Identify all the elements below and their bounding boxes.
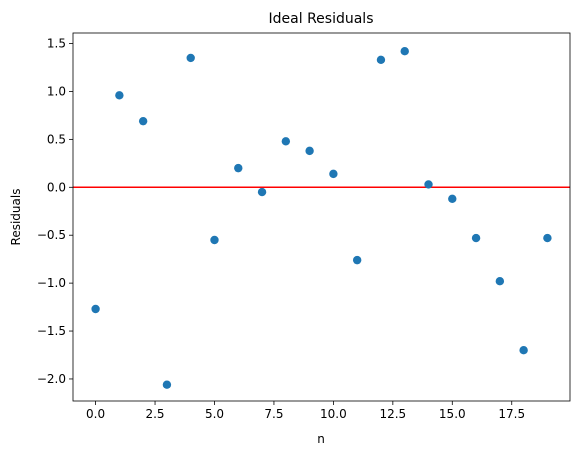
data-point (91, 304, 100, 314)
y-tick-label: −0.5 (37, 228, 66, 242)
plot-frame (72, 32, 571, 402)
y-tick-label: 0.5 (47, 132, 66, 146)
data-point (186, 53, 195, 63)
y-tick-label: −1.5 (37, 324, 66, 338)
y-tick-label: 1.5 (47, 37, 66, 51)
x-tick-label: 12.5 (379, 407, 406, 421)
data-point (138, 116, 148, 126)
data-point (210, 235, 219, 245)
y-tick-label: 1.0 (47, 84, 66, 98)
data-point (471, 233, 481, 243)
data-point (519, 346, 528, 355)
data-point (305, 146, 314, 156)
y-tick-label: −1.0 (37, 276, 66, 290)
x-tick-label: 17.5 (498, 407, 525, 421)
data-point (162, 380, 172, 389)
data-point (495, 277, 505, 286)
data-point (400, 47, 409, 56)
x-tick-label: 10.0 (320, 407, 347, 421)
x-tick-label: 15.0 (439, 407, 466, 421)
chart-title: Ideal Residuals (269, 11, 374, 27)
y-axis-label: Residuals (9, 189, 23, 246)
data-point (115, 91, 124, 100)
data-point (281, 137, 291, 146)
data-point (234, 163, 243, 173)
data-point (448, 194, 457, 203)
x-tick-label: 0.0 (86, 407, 105, 421)
data-point (424, 180, 433, 189)
y-tick-label: 0.0 (47, 180, 66, 194)
x-tick-label: 7.5 (264, 407, 283, 421)
data-point (329, 169, 338, 179)
y-tick-label: −2.0 (37, 372, 66, 386)
data-point (352, 255, 362, 265)
x-tick-label: 2.5 (145, 407, 164, 421)
data-point (376, 55, 386, 65)
x-tick-label: 5.0 (205, 407, 224, 421)
data-point (543, 233, 552, 243)
plot-area: 0.0 2.5 5.0 7.5 10.0 12.5 15.0 17.5 −2.0 −1.5 −1.0… (37, 32, 571, 421)
x-axis-label: n (317, 432, 325, 446)
data-point (257, 187, 267, 197)
